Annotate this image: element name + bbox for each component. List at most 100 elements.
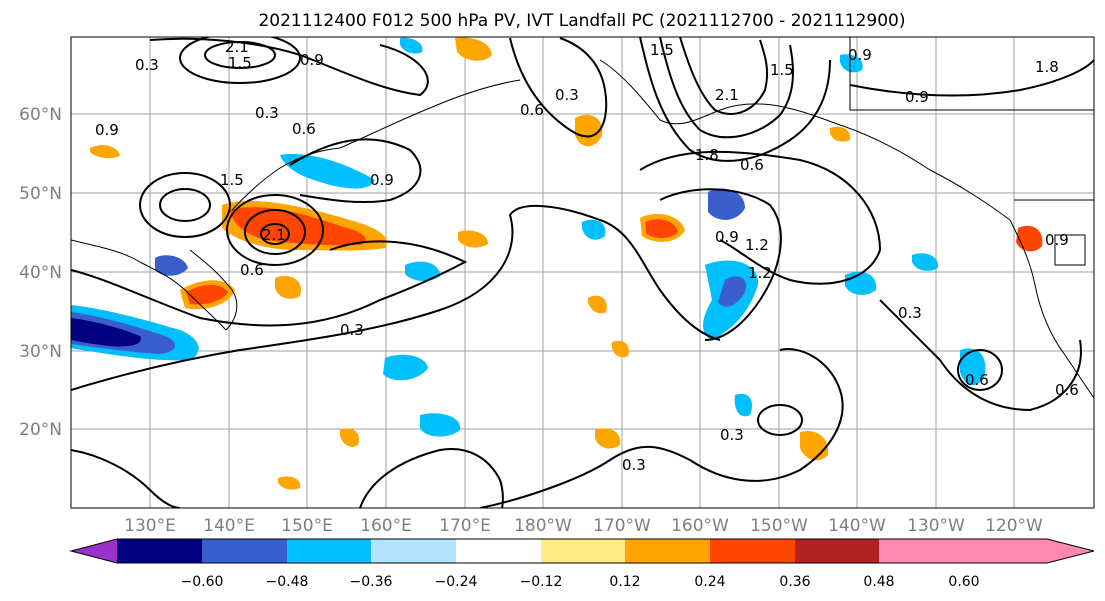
contour-ring-cyclone-mid (244, 209, 306, 255)
contour-label: 0.3 (340, 321, 364, 339)
neg-anomaly-ne-pacific (912, 253, 939, 271)
colorbar-segment (456, 539, 541, 563)
pos-anomaly-central-c (612, 340, 629, 358)
lon-label-160w: 160°W (671, 516, 729, 536)
contour-alaska-low-mid (659, 37, 794, 139)
contour-ring-north-high (179, 37, 301, 84)
colorbar-ticks: −0.60 −0.48 −0.36 −0.24 −0.12 0.12 0.24 … (181, 574, 980, 590)
contour-alaska-east (849, 59, 1094, 97)
contour-alaska-low-inner (679, 37, 769, 115)
contour-label: 1.5 (220, 171, 244, 189)
colorbar-tick-label: −0.48 (266, 574, 309, 590)
pos-anomaly-south-edge (278, 476, 301, 490)
contour-southwest (71, 449, 181, 508)
pos-anomaly-siberia (90, 145, 120, 159)
coastline-japan (189, 249, 238, 331)
pos-anomaly-south-central (595, 428, 621, 449)
lon-label-140w: 140°W (828, 516, 886, 536)
contour-label: 0.9 (905, 88, 929, 106)
contour-okhotsk (289, 138, 422, 204)
neg-anomaly-subtropical-b (420, 413, 461, 437)
colorbar (69, 538, 1095, 564)
contour-label: 0.6 (240, 261, 264, 279)
contour-label: 1.5 (650, 41, 674, 59)
colorbar-segment (371, 539, 456, 563)
pos-anomaly-gulf-edge (830, 126, 851, 142)
contour-label: 0.9 (300, 51, 324, 69)
neg-anomaly-sea-of-japan (155, 255, 188, 276)
pos-anomaly-nw-pacific-core (230, 207, 366, 246)
neg-anomaly-east-asia-max (71, 318, 141, 347)
contour-dateline-north (509, 37, 608, 138)
coastline-bering (339, 79, 521, 149)
contour-label: 0.3 (555, 86, 579, 104)
lon-label-130w: 130°W (907, 516, 965, 536)
lon-label-120w: 120°W (985, 516, 1043, 536)
contour-label: 0.6 (520, 101, 544, 119)
contour-label: 0.6 (292, 120, 316, 138)
contour-north-west (149, 37, 429, 97)
contour-label: 2.1 (715, 86, 739, 104)
colorbar-extend-high (964, 539, 1094, 563)
lon-label-180w: 180°W (514, 516, 572, 536)
contour-label: 0.3 (135, 56, 159, 74)
contour-ring-south (757, 404, 803, 436)
pos-anomaly-japan-core (186, 284, 228, 305)
colorbar-tick-label: 0.60 (948, 574, 979, 590)
contour-south-central (359, 448, 504, 508)
contour-label: 0.6 (740, 156, 764, 174)
contour-ring-north-high-inner (204, 41, 276, 69)
lon-label-170e: 170°E (439, 516, 491, 536)
contour-ring-cyclone-inner (260, 223, 290, 245)
neg-anomaly-subtropical-c (734, 393, 753, 417)
lon-label-170w: 170°W (593, 516, 651, 536)
contour-alaska-low-outer (639, 37, 831, 162)
colorbar-tick-label: −0.36 (350, 574, 393, 590)
colorbar-tick-label: −0.12 (520, 574, 563, 590)
coastline-alaska (599, 59, 1011, 221)
colorbar-tick-label: 0.48 (863, 574, 894, 590)
pos-anomaly-aleutian-west (575, 114, 603, 147)
contour-label: 2.1 (262, 226, 286, 244)
neg-anomaly-subtropical-a (383, 354, 428, 381)
contour-label: 0.6 (965, 371, 989, 389)
lon-label-140e: 140°E (203, 516, 255, 536)
coastline-east-asia (71, 239, 227, 331)
lat-label-40n: 40°N (19, 263, 62, 283)
contour-label: 0.3 (255, 104, 279, 122)
lat-label-60n: 60°N (19, 105, 62, 125)
contour-label: 0.9 (1045, 231, 1069, 249)
contour-label: 1.2 (748, 264, 772, 282)
neg-anomaly-gulf-trough-core (718, 276, 747, 307)
neg-anomaly-off-california (960, 348, 986, 386)
map-frame (70, 36, 1095, 509)
coastline-north-america (1009, 219, 1094, 399)
pos-anomaly-kuril (275, 276, 301, 299)
contour-0.3-south (479, 348, 844, 508)
neg-anomaly-mid-pacific-b (405, 261, 440, 282)
lat-label-30n: 30°N (19, 342, 62, 362)
colorbar-segment (287, 539, 371, 563)
colorbar-tick-label: −0.60 (181, 574, 224, 590)
border-us-states (1054, 234, 1086, 266)
contour-label: 0.3 (720, 426, 744, 444)
lon-label-150e: 150°E (281, 516, 333, 536)
contour-label: 1.5 (770, 61, 794, 79)
contour-0.9-gulf (659, 188, 782, 341)
lat-label-50n: 50°N (19, 184, 62, 204)
contour-label: 0.9 (370, 171, 394, 189)
latitude-labels: 60°N 50°N 40°N 30°N 20°N (19, 105, 62, 440)
pos-anomaly-central-b (588, 295, 607, 314)
lon-label-160e: 160°E (360, 516, 412, 536)
pos-anomaly-dateline (458, 230, 488, 248)
contour-label: 0.9 (95, 121, 119, 139)
contour-label: 0.6 (1055, 381, 1079, 399)
contour-label: 0.9 (848, 46, 872, 64)
coastline-kamchatka (231, 147, 341, 211)
lon-label-150w: 150°W (750, 516, 808, 536)
contour-label: 0.3 (622, 456, 646, 474)
contour-ring-west-inner (159, 188, 211, 222)
contour-ring-cyclone-outer (226, 194, 324, 266)
neg-anomaly-bering (400, 37, 423, 54)
